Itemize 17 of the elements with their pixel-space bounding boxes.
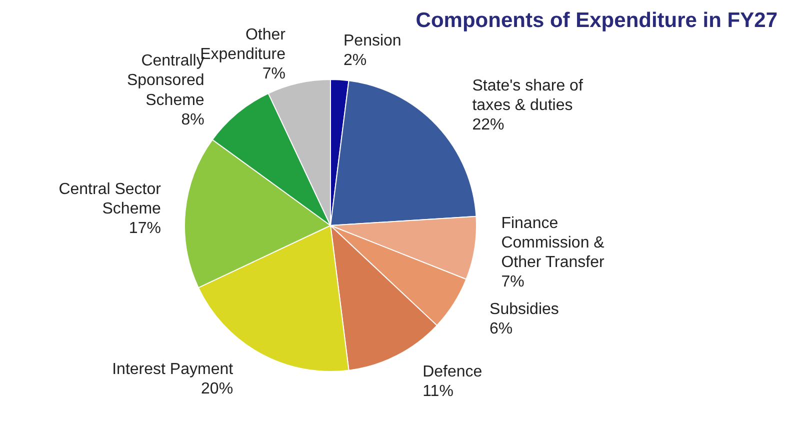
slice-label: Central Sector Scheme <box>58 180 162 218</box>
data-label: 8% <box>181 111 204 128</box>
data-label: 17% <box>128 220 161 238</box>
data-label: 20% <box>201 380 234 398</box>
slice-label: Finance Commission & Other Transfer <box>501 215 606 272</box>
data-label: 22% <box>472 116 504 134</box>
slice-label: Interest Payment <box>112 360 234 378</box>
slice-label: Defence <box>422 363 482 380</box>
slice-label: Subsidies <box>490 301 559 318</box>
slice-label: Pension <box>344 32 402 50</box>
data-label: 11% <box>422 382 454 400</box>
slice-label: State's share of taxes & duties <box>472 78 584 114</box>
chart-title: Components of Expenditure in FY27 <box>416 9 778 32</box>
data-label: 7% <box>501 274 524 291</box>
data-label: 7% <box>262 66 286 83</box>
data-label: 6% <box>490 320 513 338</box>
data-label: 2% <box>344 52 367 69</box>
